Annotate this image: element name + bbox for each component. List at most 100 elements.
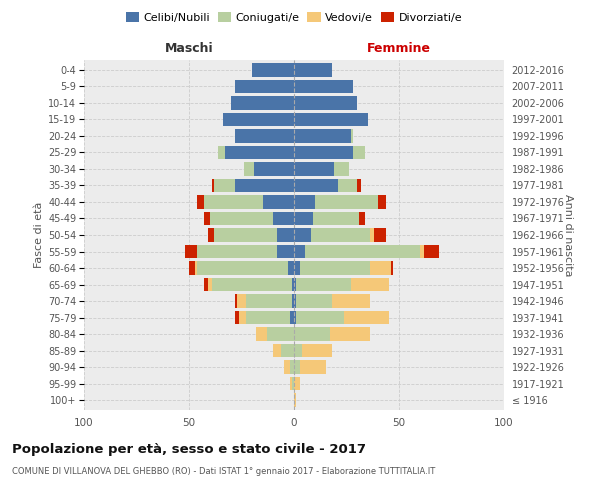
Bar <box>197 261 288 275</box>
Bar <box>357 178 361 192</box>
Bar <box>294 360 301 374</box>
Bar <box>330 328 370 341</box>
Bar <box>296 294 332 308</box>
Bar <box>301 261 370 275</box>
Bar <box>208 228 214 242</box>
Bar <box>301 360 325 374</box>
Text: COMUNE DI VILLANOVA DEL GHEBBO (RO) - Dati ISTAT 1° gennaio 2017 - Elaborazione : COMUNE DI VILLANOVA DEL GHEBBO (RO) - Da… <box>12 468 435 476</box>
Bar <box>294 112 367 126</box>
Bar <box>420 244 424 258</box>
Bar <box>294 80 353 93</box>
Text: Maschi: Maschi <box>164 42 214 55</box>
Bar <box>294 344 302 358</box>
Bar <box>292 294 294 308</box>
Bar <box>235 129 294 142</box>
Bar <box>210 212 273 226</box>
Bar <box>204 278 208 291</box>
Bar <box>294 328 330 341</box>
Bar <box>294 294 296 308</box>
Bar <box>338 178 357 192</box>
Bar <box>284 360 290 374</box>
Bar <box>277 244 294 258</box>
Bar <box>353 146 365 159</box>
Bar <box>378 195 386 209</box>
Bar <box>290 311 294 324</box>
Bar <box>370 228 374 242</box>
Bar <box>334 162 349 175</box>
Bar <box>313 212 359 226</box>
Bar <box>302 344 332 358</box>
Bar <box>315 195 378 209</box>
Bar <box>294 178 338 192</box>
Bar <box>305 244 420 258</box>
Bar <box>252 63 294 76</box>
Bar <box>294 146 353 159</box>
Bar <box>204 195 263 209</box>
Bar <box>246 311 290 324</box>
Bar <box>273 212 294 226</box>
Bar <box>294 278 296 291</box>
Bar <box>294 212 313 226</box>
Bar <box>294 195 315 209</box>
Bar <box>266 328 294 341</box>
Bar <box>185 244 197 258</box>
Bar <box>214 228 277 242</box>
Text: Femmine: Femmine <box>367 42 431 55</box>
Bar <box>235 294 238 308</box>
Bar <box>294 162 334 175</box>
Y-axis label: Anni di nascita: Anni di nascita <box>563 194 573 276</box>
Bar <box>224 146 294 159</box>
Bar <box>254 162 294 175</box>
Bar <box>263 195 294 209</box>
Bar <box>197 244 277 258</box>
Bar <box>235 80 294 93</box>
Bar <box>332 294 370 308</box>
Bar <box>294 394 296 407</box>
Text: Popolazione per età, sesso e stato civile - 2017: Popolazione per età, sesso e stato civil… <box>12 442 366 456</box>
Bar <box>296 278 351 291</box>
Bar <box>239 311 246 324</box>
Bar <box>350 278 389 291</box>
Bar <box>294 63 332 76</box>
Bar <box>196 261 197 275</box>
Bar <box>244 162 254 175</box>
Bar <box>311 228 370 242</box>
Bar <box>344 311 389 324</box>
Y-axis label: Fasce di età: Fasce di età <box>34 202 44 268</box>
Bar <box>288 261 294 275</box>
Bar <box>238 294 246 308</box>
Legend: Celibi/Nubili, Coniugati/e, Vedovi/e, Divorziati/e: Celibi/Nubili, Coniugati/e, Vedovi/e, Di… <box>121 8 467 28</box>
Bar <box>235 178 294 192</box>
Bar <box>223 112 294 126</box>
Bar <box>290 360 294 374</box>
Bar <box>292 377 294 390</box>
Bar <box>294 96 357 110</box>
Bar <box>204 212 210 226</box>
Bar <box>277 228 294 242</box>
Bar <box>370 261 391 275</box>
Bar <box>281 344 294 358</box>
Bar <box>294 377 301 390</box>
Bar <box>246 294 292 308</box>
Bar <box>208 278 212 291</box>
Bar <box>256 328 266 341</box>
Bar <box>391 261 393 275</box>
Bar <box>214 178 235 192</box>
Bar <box>235 311 239 324</box>
Bar <box>350 129 353 142</box>
Bar <box>290 377 292 390</box>
Bar <box>294 228 311 242</box>
Bar <box>212 178 214 192</box>
Bar <box>296 311 344 324</box>
Bar <box>189 261 196 275</box>
Bar <box>294 129 350 142</box>
Bar <box>294 244 305 258</box>
Bar <box>374 228 386 242</box>
Bar <box>294 311 296 324</box>
Bar <box>294 261 301 275</box>
Bar <box>218 146 224 159</box>
Bar <box>359 212 365 226</box>
Bar <box>231 96 294 110</box>
Bar <box>197 195 204 209</box>
Bar <box>292 278 294 291</box>
